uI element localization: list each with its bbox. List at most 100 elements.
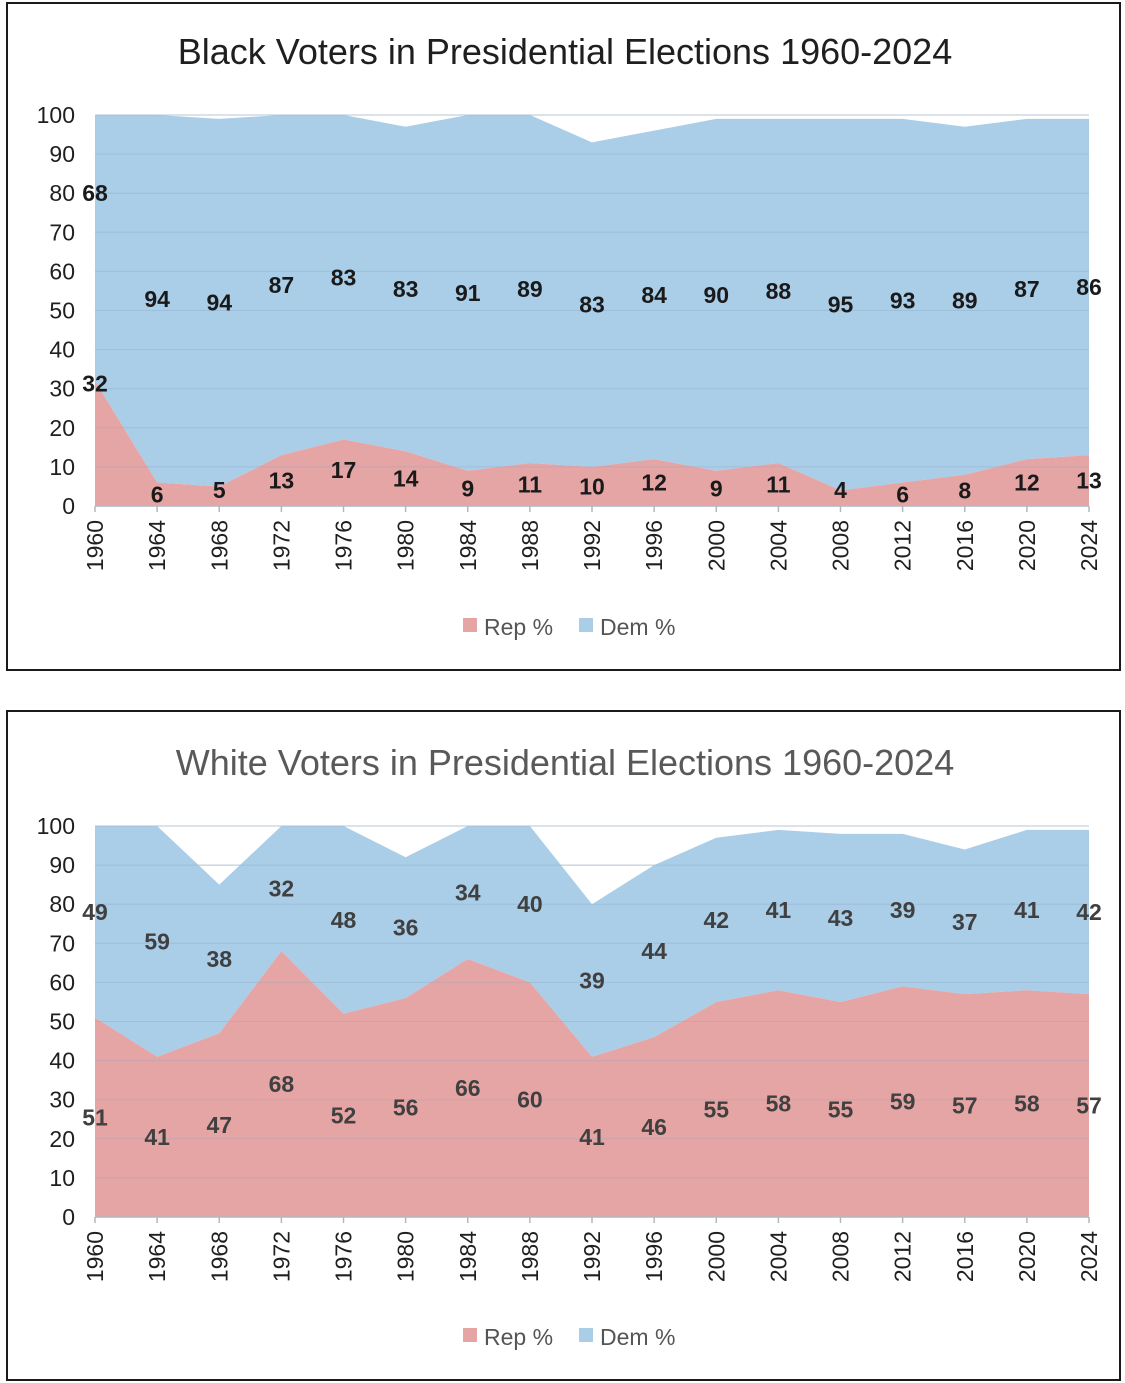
- x-tick-label: 1968: [206, 520, 232, 571]
- rep-data-label: 9: [710, 475, 723, 501]
- rep-data-label: 41: [144, 1124, 170, 1150]
- legend-swatch: [579, 1328, 593, 1342]
- rep-data-label: 6: [896, 481, 909, 507]
- legend-label: Dem %: [600, 1324, 675, 1350]
- rep-data-label: 11: [518, 471, 543, 497]
- rep-data-label: 59: [890, 1089, 916, 1115]
- y-tick-label: 50: [49, 1009, 75, 1035]
- rep-data-label: 8: [958, 477, 971, 503]
- legend-swatch: [463, 618, 477, 632]
- dem-area: [95, 115, 1089, 491]
- x-tick-label: 1984: [455, 520, 481, 571]
- x-tick-label: 1988: [517, 1231, 543, 1282]
- legend: Rep % Dem %: [463, 614, 675, 640]
- rep-data-label: 60: [517, 1087, 543, 1113]
- dem-data-label: 37: [952, 909, 978, 935]
- y-tick-label: 100: [37, 813, 75, 839]
- dem-data-label: 38: [206, 946, 232, 972]
- rep-data-label: 12: [641, 470, 667, 496]
- dem-data-label: 94: [144, 286, 170, 312]
- x-tick-label: 2004: [765, 520, 791, 571]
- x-tick-label: 2016: [952, 1231, 978, 1282]
- x-tick-label: 1964: [144, 520, 170, 571]
- y-tick-label: 30: [49, 376, 75, 402]
- dem-data-label: 42: [1076, 899, 1102, 925]
- dem-data-label: 83: [331, 264, 357, 290]
- legend-swatch: [579, 618, 593, 632]
- dem-data-label: 83: [579, 292, 605, 318]
- x-tick-label: 2016: [952, 520, 978, 571]
- x-tick-label: 1960: [82, 520, 108, 571]
- x-tick-label: 2004: [765, 1231, 791, 1282]
- y-tick-label: 10: [49, 454, 75, 480]
- rep-data-label: 17: [331, 457, 357, 483]
- x-tick-label: 1976: [331, 1231, 357, 1282]
- dem-data-label: 59: [144, 928, 170, 954]
- dem-data-label: 87: [1014, 276, 1040, 302]
- chart-title: Black Voters in Presidential Elections 1…: [178, 31, 952, 72]
- legend-swatch: [463, 1328, 477, 1342]
- x-tick-label: 1980: [393, 520, 419, 571]
- rep-data-label: 13: [269, 468, 295, 494]
- black-voters-chart: Black Voters in Presidential Elections 1…: [37, 31, 1102, 640]
- x-tick-label: 2008: [828, 520, 854, 571]
- rep-data-label: 13: [1076, 468, 1102, 494]
- dem-data-label: 42: [703, 907, 729, 933]
- legend-label: Rep %: [484, 1324, 553, 1350]
- x-tick-label: 1992: [579, 520, 605, 571]
- dem-data-label: 86: [1076, 274, 1102, 300]
- rep-data-label: 6: [151, 481, 164, 507]
- rep-data-label: 58: [1014, 1091, 1040, 1117]
- y-tick-label: 60: [49, 258, 75, 284]
- y-tick-label: 70: [49, 930, 75, 956]
- x-tick-label: 1988: [517, 520, 543, 571]
- dem-data-label: 41: [1014, 897, 1040, 923]
- rep-data-label: 51: [82, 1104, 108, 1130]
- dem-data-label: 87: [269, 272, 295, 298]
- dem-data-label: 36: [393, 915, 419, 941]
- white-voters-chart: White Voters in Presidential Elections 1…: [37, 742, 1102, 1350]
- x-tick-label: 2024: [1076, 520, 1102, 571]
- dem-data-label: 95: [828, 292, 854, 318]
- rep-data-label: 5: [213, 477, 226, 503]
- rep-data-label: 52: [331, 1102, 357, 1128]
- x-tick-label: 2000: [703, 1231, 729, 1282]
- rep-area: [95, 951, 1089, 1217]
- rep-data-label: 12: [1014, 470, 1040, 496]
- rep-data-label: 55: [703, 1096, 729, 1122]
- y-tick-label: 90: [49, 852, 75, 878]
- dem-data-label: 49: [82, 899, 108, 925]
- rep-data-label: 46: [641, 1114, 667, 1140]
- dem-data-label: 93: [890, 288, 916, 314]
- dem-data-label: 39: [579, 967, 605, 993]
- rep-data-label: 58: [766, 1091, 792, 1117]
- dem-data-label: 68: [82, 180, 108, 206]
- y-tick-label: 10: [49, 1165, 75, 1191]
- legend-label: Dem %: [600, 614, 675, 640]
- dem-data-label: 83: [393, 276, 419, 302]
- dem-data-label: 40: [517, 891, 543, 917]
- dem-area: [95, 826, 1089, 1057]
- dem-data-label: 32: [269, 876, 295, 902]
- dem-data-label: 44: [641, 938, 667, 964]
- y-tick-label: 80: [49, 180, 75, 206]
- x-tick-label: 1992: [579, 1231, 605, 1282]
- y-tick-label: 50: [49, 298, 75, 324]
- rep-data-label: 68: [269, 1071, 295, 1097]
- rep-data-label: 10: [579, 473, 605, 499]
- dem-data-label: 91: [455, 280, 481, 306]
- x-tick-label: 1980: [393, 1231, 419, 1282]
- rep-data-label: 56: [393, 1095, 419, 1121]
- dem-data-label: 43: [828, 905, 854, 931]
- chart-title: White Voters in Presidential Elections 1…: [176, 742, 954, 783]
- dem-data-label: 39: [890, 897, 916, 923]
- y-tick-label: 80: [49, 891, 75, 917]
- rep-data-label: 47: [206, 1112, 232, 1138]
- y-tick-label: 0: [62, 1204, 75, 1230]
- white-voters-chart-panel: White Voters in Presidential Elections 1…: [6, 710, 1121, 1381]
- x-tick-label: 2008: [828, 1231, 854, 1282]
- rep-data-label: 11: [766, 471, 791, 497]
- legend-label: Rep %: [484, 614, 553, 640]
- rep-data-label: 9: [461, 475, 474, 501]
- rep-area: [95, 380, 1089, 506]
